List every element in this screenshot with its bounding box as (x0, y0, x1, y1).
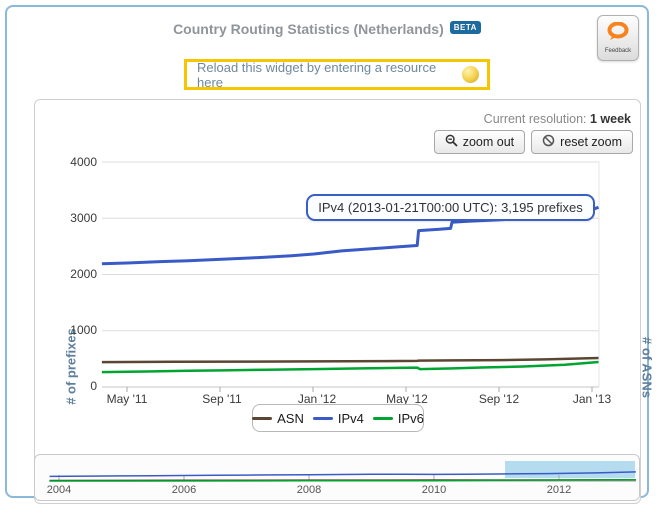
y-tick-0: 0 (90, 379, 97, 393)
ipv6-dash-icon (372, 416, 393, 420)
zoom-controls: zoom out reset zoom (433, 130, 633, 154)
beta-badge: BETA (449, 21, 481, 34)
magnifier-icon (445, 134, 458, 150)
asn-dash-icon (252, 416, 273, 420)
x-tick-jan12: Jan '12 (297, 392, 337, 406)
ov-tick-2004: 2004 (46, 484, 72, 496)
x-tick-sep12: Sep '12 (478, 392, 520, 406)
resolution-value: 1 week (589, 112, 631, 126)
zoom-out-label: zoom out (462, 135, 515, 149)
legend-ipv6-label: IPv6 (397, 410, 424, 426)
speech-bubble-icon (606, 21, 630, 46)
page-title: Country Routing Statistics (Netherlands) (173, 21, 444, 37)
brush-selection[interactable] (505, 461, 635, 478)
y-tick-1000: 1000 (70, 323, 97, 337)
reset-zoom-button[interactable]: reset zoom (531, 130, 633, 154)
current-resolution: Current resolution: 1 week (484, 112, 631, 126)
feedback-button[interactable]: Feedback (597, 15, 639, 61)
legend-item-ipv6: IPv6 (372, 410, 424, 426)
legend-item-ipv4: IPv4 (312, 410, 364, 426)
ov-tick-2008: 2008 (296, 484, 322, 496)
loading-ball-icon (462, 66, 479, 83)
x-tick-may11: May '11 (106, 392, 148, 406)
y-tick-4000: 4000 (70, 155, 97, 169)
ov-tick-2006: 2006 (171, 484, 197, 496)
ov-tick-2010: 2010 (421, 484, 447, 496)
legend-item-asn: ASN (252, 411, 304, 426)
resolution-label: Current resolution: (483, 112, 587, 126)
reset-zoom-label: reset zoom (560, 135, 622, 149)
country-routing-widget: Country Routing Statistics (Netherlands)… (5, 5, 655, 504)
ipv4-dash-icon (312, 416, 333, 420)
chart-panel: Current resolution: 1 week zoom out (34, 99, 655, 504)
ov-tick-2012: 2012 (546, 484, 572, 496)
widget-header: Country Routing Statistics (Netherlands)… (7, 21, 647, 37)
reload-notice-text: Reload this widget by entering a resourc… (197, 59, 437, 90)
circle-slash-icon (542, 134, 555, 150)
legend-ipv4-label: IPv4 (337, 410, 364, 426)
zoom-out-button[interactable]: zoom out (433, 130, 526, 154)
chart-legend: ASN IPv4 IPv6 (252, 404, 424, 432)
reload-notice[interactable]: Reload this widget by entering a resourc… (184, 59, 490, 90)
x-tick-may12: May '12 (386, 392, 428, 406)
chart-tooltip: IPv4 (2013-01-21T00:00 UTC): 3,195 prefi… (306, 194, 595, 221)
y-tick-3000: 3000 (70, 211, 97, 225)
x-tick-jan13: Jan '13 (572, 392, 612, 406)
y-tick-2000: 2000 (70, 267, 97, 281)
legend-asn-label: ASN (277, 410, 304, 426)
y-axis-title-right: # of ASNs (639, 337, 655, 398)
x-tick-sep11: Sep '11 (202, 392, 242, 406)
feedback-label: Feedback (604, 48, 632, 54)
